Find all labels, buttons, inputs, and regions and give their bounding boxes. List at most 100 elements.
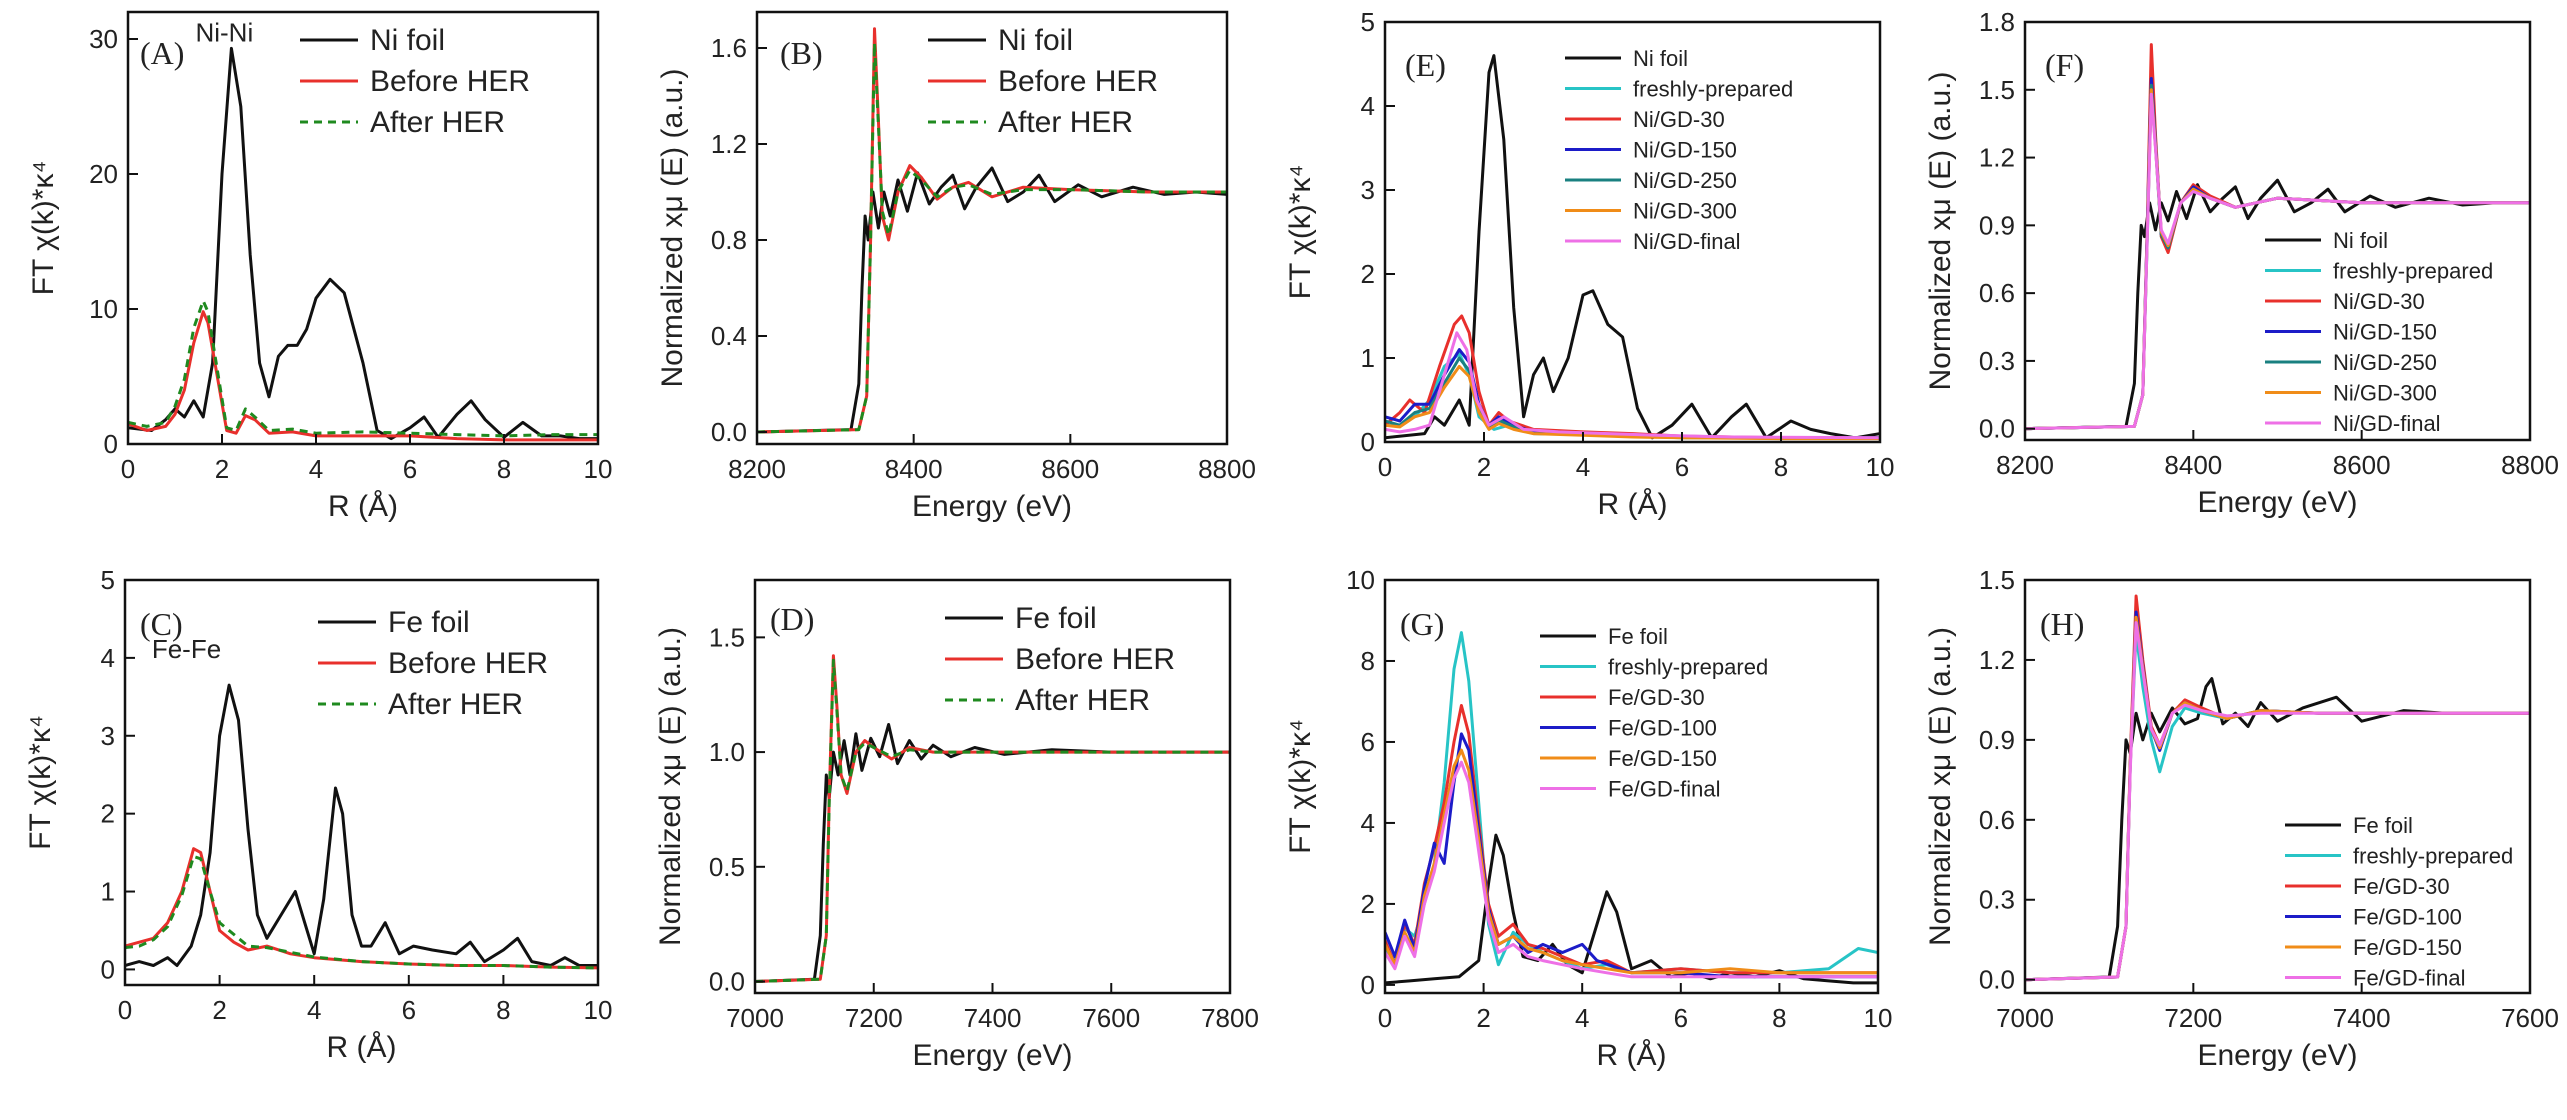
series-line-b-1 (757, 27, 1227, 434)
legend: Fe foil Before HER After HER (318, 606, 548, 721)
legend-label: Before HER (1015, 643, 1175, 676)
y-tick-label: 6 (1361, 727, 1375, 757)
plot-frame (126, 10, 600, 446)
plot-frame (1383, 578, 1880, 995)
x-tick-label: 7000 (1996, 1003, 2054, 1033)
y-tick-label: 0.0 (1979, 414, 2015, 444)
series-line-c-2 (125, 855, 598, 970)
y-tick-label: 1.6 (711, 33, 747, 63)
y-tick-label: 0 (1361, 970, 1375, 1000)
y-axis-title: FT χ(k)*κ⁴ (24, 715, 57, 850)
x-tick-label: 0 (1378, 452, 1392, 482)
panel-label: (E) (1405, 47, 1446, 83)
x-tick-label: 10 (1864, 1003, 1893, 1033)
x-axis-title: Energy (eV) (2197, 1039, 2357, 1072)
x-axis-title: Energy (eV) (2197, 486, 2357, 519)
x-axis-title: R (Å) (327, 1031, 397, 1064)
y-tick-label: 3 (101, 721, 115, 751)
series-line-e-6 (1385, 331, 1880, 440)
y-tick-label: 0.3 (1979, 885, 2015, 915)
plot-frame (755, 10, 1229, 446)
x-tick-label: 4 (307, 995, 321, 1025)
legend-label: Fe/GD-100 (1608, 716, 1717, 741)
x-tick-label: 8 (496, 995, 510, 1025)
y-tick-label: 8 (1361, 646, 1375, 676)
legend-label: Before HER (998, 65, 1158, 98)
legend-label: Fe/GD-30 (2353, 874, 2450, 899)
legend-label: freshly-prepared (1608, 655, 1768, 680)
x-tick-label: 0 (118, 995, 132, 1025)
y-tick-label: 5 (1361, 7, 1375, 37)
legend: Fe foil Before HER After HER (945, 602, 1175, 717)
series-line-d-2 (755, 658, 1230, 983)
x-tick-label: 7400 (964, 1003, 1022, 1033)
y-tick-label: 1.5 (1979, 75, 2015, 105)
y-axis-title: FT χ(k)*κ⁴ (1284, 719, 1317, 854)
x-tick-label: 8200 (728, 454, 786, 484)
y-tick-label: 4 (101, 643, 115, 673)
x-tick-label: 7600 (2501, 1003, 2559, 1033)
x-tick-label: 8600 (1041, 454, 1099, 484)
panel-label: (F) (2045, 47, 2084, 83)
x-tick-label: 6 (402, 995, 416, 1025)
x-tick-label: 2 (1476, 1003, 1490, 1033)
y-axis-title: FT χ(k)*κ⁴ (1284, 165, 1317, 300)
y-axis-title: Normalized xμ (E) (a.u.) (654, 627, 687, 946)
legend: Ni foil Before HER After HER (928, 24, 1158, 139)
x-tick-label: 8600 (2333, 450, 2391, 480)
legend-label: freshly-prepared (2333, 259, 2493, 284)
y-tick-label: 30 (89, 24, 118, 54)
y-tick-label: 1.8 (1979, 7, 2015, 37)
series-line-b-2 (757, 41, 1227, 434)
x-tick-label: 7600 (1082, 1003, 1140, 1033)
series-line-b-0 (757, 166, 1227, 434)
legend-label: Fe/GD-final (2353, 966, 2465, 991)
legend-label: Fe/GD-30 (1608, 685, 1705, 710)
legend: Ni foil freshly-prepared Ni/GD-30 Ni/GD-150… (2265, 228, 2493, 436)
panel-label: (A) (140, 35, 184, 71)
series-line-e-3 (1385, 348, 1880, 440)
legend-label: Fe/GD-150 (1608, 746, 1717, 771)
y-tick-label: 20 (89, 159, 118, 189)
legend-label: Ni foil (998, 24, 1073, 57)
panel-label: (G) (1400, 606, 1444, 642)
series-line-f-3 (2025, 77, 2530, 431)
legend-label: After HER (998, 106, 1133, 139)
x-tick-label: 10 (1866, 452, 1895, 482)
y-tick-label: 1.2 (1979, 143, 2015, 173)
legend-label: Fe foil (1015, 602, 1097, 635)
legend-label: Before HER (370, 65, 530, 98)
x-axis-title: R (Å) (1598, 488, 1668, 521)
x-tick-label: 2 (212, 995, 226, 1025)
plot-frame (1383, 20, 1882, 444)
legend: Ni foil Before HER After HER (300, 24, 530, 139)
x-tick-label: 8400 (2164, 450, 2222, 480)
y-tick-label: 0 (1361, 427, 1375, 457)
legend-label: Fe foil (1608, 624, 1668, 649)
legend-label: Ni/GD-250 (2333, 350, 2437, 375)
x-tick-label: 2 (215, 454, 229, 484)
series-line-g-5 (1385, 760, 1878, 979)
series-line-h-5 (2025, 621, 2530, 982)
x-tick-label: 4 (309, 454, 323, 484)
peak-annotation: Ni-Ni (195, 18, 253, 48)
x-tick-label: 8 (1774, 452, 1788, 482)
x-tick-label: 8400 (885, 454, 943, 484)
legend-label: Before HER (388, 647, 548, 680)
x-tick-label: 8200 (1996, 450, 2054, 480)
y-tick-label: 10 (89, 294, 118, 324)
panel-label: (C) (140, 606, 183, 642)
series-line-g-4 (1385, 748, 1878, 975)
y-tick-label: 1.2 (1979, 645, 2015, 675)
legend-label: Ni/GD-final (1633, 229, 1741, 254)
y-tick-label: 0 (101, 954, 115, 984)
x-tick-label: 6 (403, 454, 417, 484)
x-tick-label: 10 (584, 454, 613, 484)
legend-label: Ni/GD-30 (2333, 289, 2425, 314)
peak-annotation: Fe-Fe (152, 634, 221, 664)
legend: Fe foil freshly-prepared Fe/GD-30 Fe/GD-100… (2285, 813, 2513, 991)
series-line-a-1 (128, 310, 598, 442)
legend-label: After HER (1015, 684, 1150, 717)
y-axis-title: FT χ(k)*κ⁴ (27, 161, 60, 296)
x-tick-label: 7800 (1201, 1003, 1259, 1033)
